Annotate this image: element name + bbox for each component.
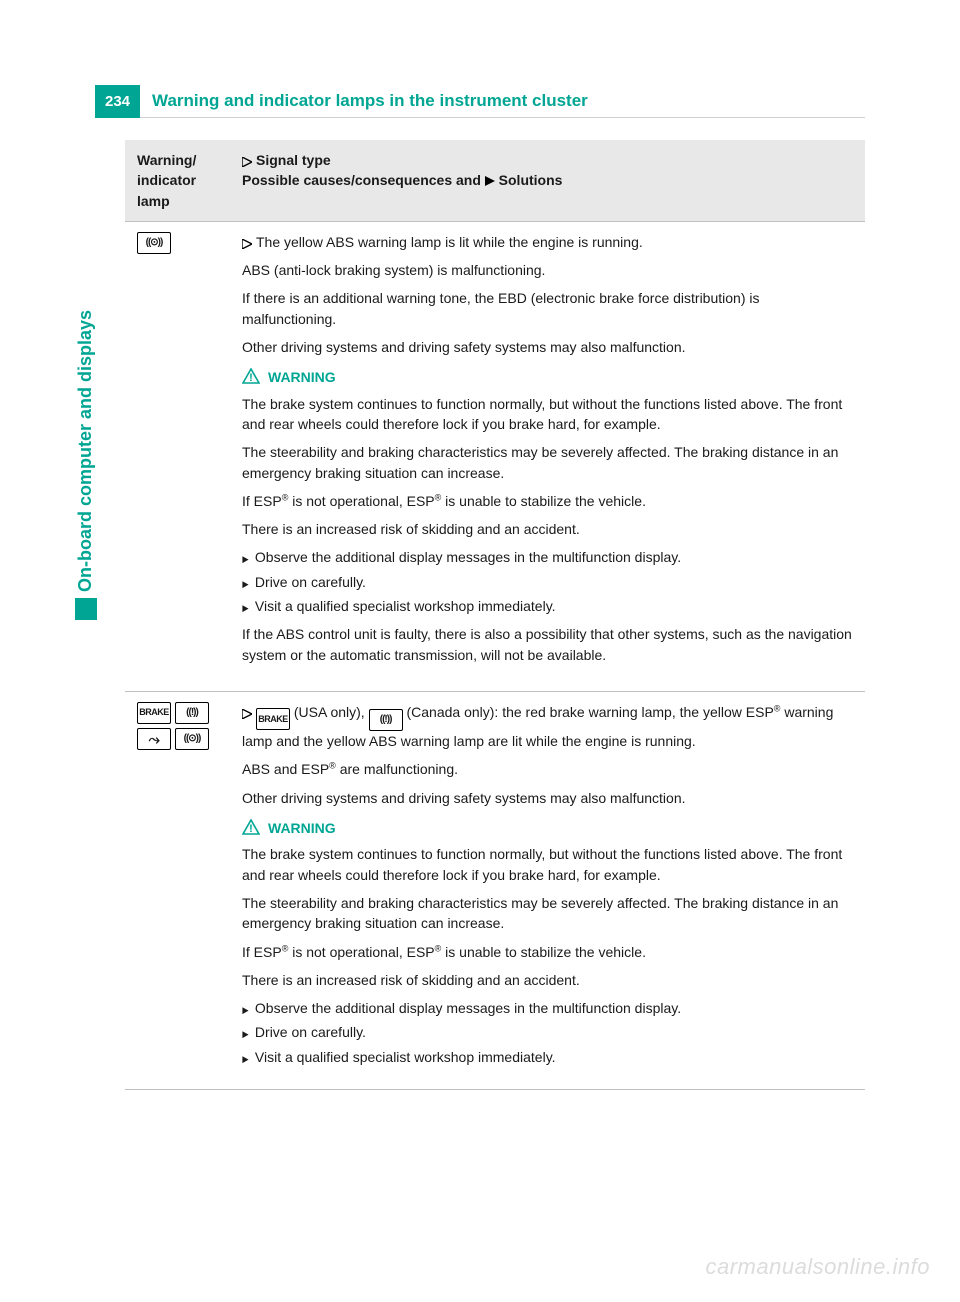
- page-title: Warning and indicator lamps in the instr…: [140, 85, 865, 118]
- table-row: The yellow ABS warning lamp is lit while…: [125, 221, 865, 691]
- brake-symbol-icon: [175, 702, 209, 724]
- svg-text:!: !: [249, 372, 253, 384]
- action-list: Observe the additional display messages …: [242, 547, 853, 616]
- warning-triangle-icon: !: [242, 367, 260, 387]
- brake-text-icon: [137, 702, 171, 724]
- table-row: (USA only), (Canada only): the red brake…: [125, 691, 865, 1089]
- action-item: Observe the additional display messages …: [242, 547, 853, 567]
- side-tab-label: On-board computer and displays: [75, 310, 96, 620]
- th-signal: Signal type Possible causes/consequences…: [230, 140, 865, 221]
- brake-symbol-icon: [369, 709, 403, 731]
- abs-icon: [175, 728, 209, 750]
- signal-cell: The yellow ABS warning lamp is lit while…: [230, 221, 865, 691]
- action-item: Visit a qualified specialist workshop im…: [242, 1047, 853, 1067]
- abs-icon: [137, 232, 171, 254]
- warning-heading: ! WARNING: [242, 367, 853, 387]
- action-item: Visit a qualified specialist workshop im…: [242, 596, 853, 616]
- side-tab: On-board computer and displays: [75, 220, 103, 620]
- triangle-icon: [242, 233, 252, 253]
- triangle-icon: [242, 151, 252, 171]
- action-item: Drive on carefully.: [242, 1022, 853, 1042]
- warning-table: Warning/ indicator lamp Signal type Poss…: [125, 140, 865, 1090]
- signal-cell: (USA only), (Canada only): the red brake…: [230, 691, 865, 1089]
- lamp-cell: [125, 691, 230, 1089]
- side-tab-block: [75, 598, 97, 620]
- page-number: 234: [95, 85, 140, 118]
- page-header: 234 Warning and indicator lamps in the i…: [95, 85, 865, 118]
- esp-icon: [137, 728, 171, 750]
- action-list: Observe the additional display messages …: [242, 998, 853, 1067]
- warning-heading: ! WARNING: [242, 818, 853, 838]
- th-lamp: Warning/ indicator lamp: [125, 140, 230, 221]
- brake-text-icon: [256, 708, 290, 730]
- triangle-icon: [242, 703, 252, 723]
- watermark: carmanualsonline.info: [705, 1254, 930, 1280]
- action-item: Drive on carefully.: [242, 572, 853, 592]
- action-item: Observe the additional display messages …: [242, 998, 853, 1018]
- warning-triangle-icon: !: [242, 818, 260, 838]
- content-area: Warning/ indicator lamp Signal type Poss…: [125, 140, 865, 1090]
- svg-text:!: !: [249, 823, 253, 835]
- lamp-cell: [125, 221, 230, 691]
